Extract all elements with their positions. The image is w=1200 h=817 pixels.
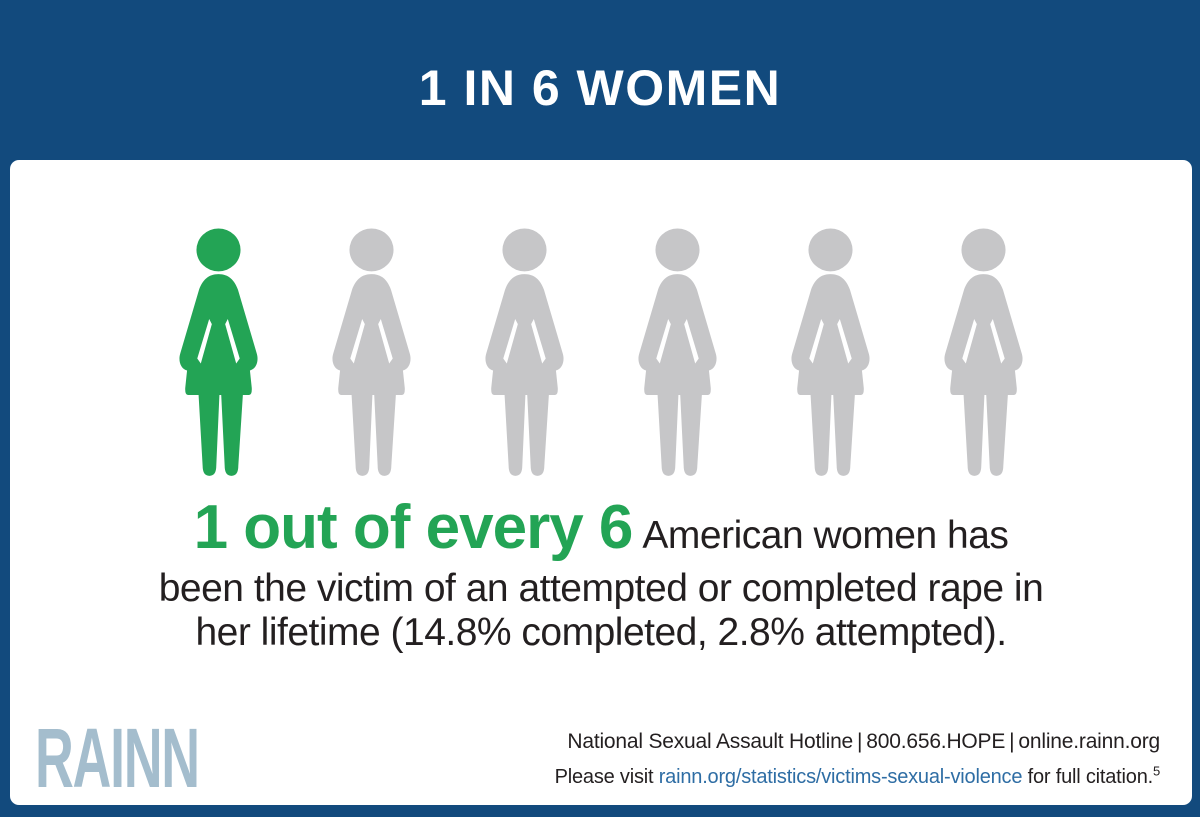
stat-line-2: been the victim of an attempted or compl… (158, 567, 1044, 610)
stat-line-3: her lifetime (14.8% completed, 2.8% atte… (195, 611, 1007, 654)
figure-legs (657, 394, 702, 476)
figure-body (179, 274, 258, 395)
rainn-logo: RAINN (35, 711, 200, 805)
figure-legs (351, 394, 396, 476)
stat-line-1-rest: American women has (642, 514, 1009, 557)
woman-figure (332, 228, 411, 476)
woman-figure (485, 228, 564, 476)
figure-head (808, 228, 853, 272)
hotline-name: National Sexual Assault Hotline (567, 730, 854, 753)
figure-legs (504, 394, 549, 476)
woman-figure-highlighted (179, 228, 258, 476)
hotline-line: National Sexual Assault Hotline | 800.656.… (555, 730, 1160, 754)
hotline-separator: | (857, 730, 863, 753)
woman-figure (944, 228, 1023, 476)
figure-legs (810, 394, 855, 476)
figure-legs (963, 394, 1008, 476)
figure-body (638, 274, 717, 395)
figure-head (655, 228, 700, 272)
woman-figure (791, 228, 870, 476)
citation-link[interactable]: rainn.org/statistics/victims-sexual-viol… (658, 766, 1023, 788)
woman-figure (638, 228, 717, 476)
pictogram-row (10, 228, 1192, 478)
figure-legs (198, 394, 243, 476)
poster-header: 1 IN 6 WOMEN (0, 0, 1200, 160)
citation-suffix: for full citation. (1022, 766, 1154, 788)
hotline-phone: 800.656.HOPE (866, 730, 1006, 753)
figure-body (332, 274, 411, 395)
hotline-website: online.rainn.org (1018, 730, 1160, 753)
footer-text-block: National Sexual Assault Hotline | 800.656.… (554, 730, 1161, 789)
citation-footnote-number: 5 (1152, 763, 1160, 779)
citation-line: Please visit rainn.org/statistics/victim… (554, 763, 1161, 789)
figure-head (196, 228, 241, 272)
figure-body (485, 274, 564, 395)
figure-head (961, 228, 1006, 272)
stat-line-1: 1 out of every 6 American women has (10, 497, 1192, 567)
figure-body (791, 274, 870, 395)
statistic-text-block: 1 out of every 6 American women has been … (10, 497, 1192, 655)
citation-prefix: Please visit (554, 766, 659, 788)
content-card: 1 out of every 6 American women has been … (10, 160, 1192, 805)
stat-ratio-highlight: 1 out of every 6 (193, 493, 634, 562)
figure-head (502, 228, 547, 272)
figure-body (944, 274, 1023, 395)
poster-title: 1 IN 6 WOMEN (418, 60, 782, 116)
hotline-separator: | (1009, 730, 1015, 753)
figure-head (349, 228, 394, 272)
